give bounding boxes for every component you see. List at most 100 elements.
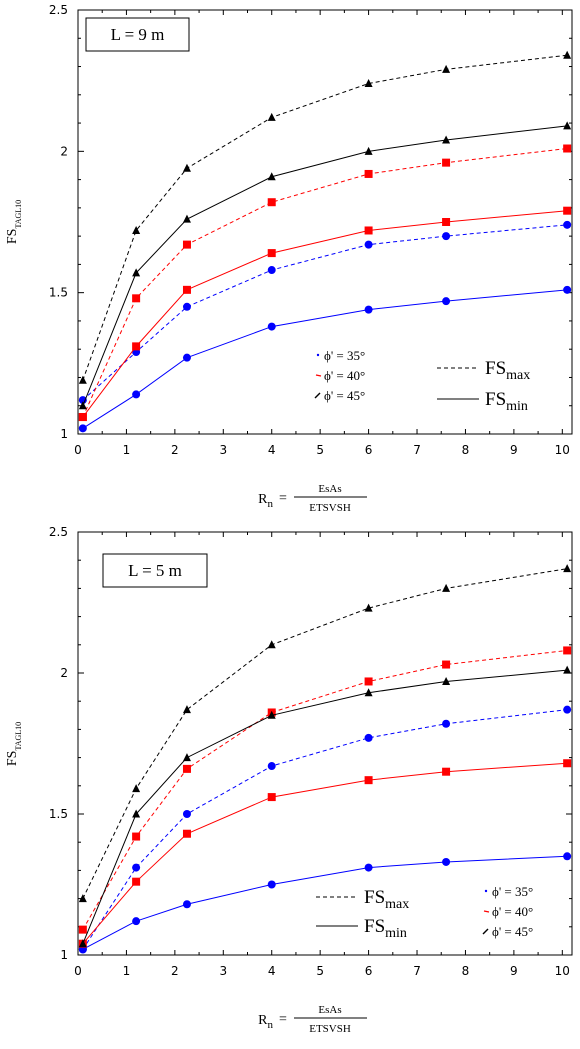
legend-line-main: FS — [364, 916, 385, 937]
y-tick-label: 1.5 — [49, 807, 68, 821]
data-point-phi45-max — [563, 50, 572, 59]
data-point-phi35-max — [267, 266, 276, 275]
data-point-phi35-max — [267, 762, 276, 771]
x-tick-label: 7 — [413, 443, 421, 457]
x-axis-label-numerator: EsAs — [318, 1004, 341, 1016]
data-point-phi40-max — [364, 169, 373, 178]
data-point-phi45-max — [364, 603, 373, 612]
x-tick-label: 7 — [413, 964, 421, 978]
legend-line-label: FSmax — [485, 358, 530, 383]
legend-marker-label: ϕ' = 45° — [492, 924, 533, 939]
y-axis-label: FSTAGL10 — [5, 200, 23, 244]
data-point-phi35-max — [182, 302, 191, 311]
data-point-phi40-min — [182, 285, 191, 294]
x-tick-label: 6 — [365, 964, 373, 978]
x-tick-label: 5 — [316, 443, 324, 457]
legend-line-label: FSmin — [485, 389, 528, 414]
data-point-phi40-max — [563, 646, 572, 655]
x-axis-label: Rn — [258, 1013, 273, 1031]
x-tick-label: 1 — [123, 964, 131, 978]
data-point-phi40-min — [364, 776, 373, 785]
legend-marker-dash — [483, 910, 490, 913]
legend-line-sub: max — [506, 368, 530, 383]
data-point-phi40-max — [267, 198, 276, 207]
data-point-phi45-max — [442, 583, 451, 592]
data-point-phi40-max — [132, 832, 141, 841]
legend-marker-label: ϕ' = 35° — [324, 348, 365, 363]
legend-marker-label: ϕ' = 45° — [324, 388, 365, 403]
data-point-phi40-min — [442, 218, 451, 226]
data-point-phi40-max — [442, 660, 451, 669]
data-point-phi45-max — [78, 375, 87, 384]
y-tick-label: 1 — [60, 948, 68, 962]
y-tick-label: 2.5 — [49, 3, 68, 17]
data-point-phi45-min — [78, 401, 87, 410]
x-axis-label-denominator: ETSVSH — [309, 1023, 351, 1035]
data-point-phi40-min — [132, 877, 141, 886]
legend-marker-slash — [482, 928, 489, 935]
data-point-phi45-min — [442, 676, 451, 685]
y-axis-label: FSTAGL10 — [5, 722, 23, 766]
data-point-phi45-min — [78, 939, 87, 948]
data-point-phi45-max — [132, 784, 141, 793]
data-point-phi40-max — [364, 677, 373, 686]
data-point-phi45-max — [267, 640, 276, 649]
data-point-phi35-min — [267, 322, 276, 331]
data-point-phi40-min — [132, 342, 141, 351]
data-point-phi40-max — [442, 158, 451, 167]
data-point-phi45-min — [132, 809, 141, 818]
plot-frame — [77, 9, 573, 435]
data-point-phi40-max — [182, 764, 191, 773]
data-point-phi40-min — [182, 829, 191, 838]
series-line-phi40-min — [82, 210, 568, 418]
data-point-phi45-min — [563, 121, 572, 130]
legend-line-sub: min — [506, 399, 528, 414]
x-tick-label: 5 — [316, 964, 324, 978]
series-line-phi45-min — [82, 669, 568, 944]
data-point-phi40-max — [132, 294, 141, 303]
data-point-phi45-min — [182, 753, 191, 762]
data-point-phi40-max — [563, 144, 572, 153]
legend-line-sub: max — [385, 897, 409, 912]
data-point-phi45-min — [267, 710, 276, 719]
y-tick-label: 2 — [60, 144, 68, 158]
data-point-phi35-max — [442, 719, 451, 728]
legend-marker-label: ϕ' = 40° — [492, 904, 533, 919]
data-point-phi35-min — [132, 390, 141, 399]
legend-line-main: FS — [485, 389, 506, 410]
data-point-phi40-min — [563, 206, 572, 215]
data-point-phi35-min — [364, 305, 373, 314]
x-tick-label: 10 — [555, 964, 570, 978]
data-point-phi40-min — [267, 793, 276, 802]
x-axis-label-main: R — [258, 492, 268, 507]
x-axis-label-denominator: ETSVSH — [309, 502, 351, 514]
panel-label-box — [85, 17, 190, 52]
x-tick-label: 10 — [555, 443, 570, 457]
data-point-phi45-min — [182, 214, 191, 223]
y-axis-label-main: FS — [5, 751, 20, 767]
data-point-phi40-min — [364, 226, 373, 235]
data-point-phi40-max — [78, 925, 87, 934]
data-point-phi45-max — [267, 112, 276, 121]
legend-line-label: FSmax — [364, 887, 409, 912]
data-point-phi45-min — [132, 268, 141, 277]
x-tick-label: 9 — [510, 964, 518, 978]
panel-label-box — [102, 553, 208, 588]
x-axis-label: Rn — [258, 492, 273, 510]
panel-label: L = 5 m — [128, 561, 182, 580]
data-point-phi45-min — [364, 146, 373, 155]
data-point-phi45-min — [267, 172, 276, 181]
x-tick-label: 4 — [268, 443, 276, 457]
x-axis-label-main: R — [258, 1013, 268, 1028]
x-tick-label: 0 — [74, 443, 82, 457]
data-point-phi45-max — [132, 225, 141, 234]
data-point-phi35-min — [132, 917, 141, 926]
x-tick-label: 3 — [219, 443, 227, 457]
data-point-phi45-max — [442, 64, 451, 73]
data-point-phi45-min — [442, 135, 451, 144]
legend-marker-dash — [315, 374, 322, 377]
legend-marker-dot — [316, 353, 320, 357]
series-line-phi45-max — [82, 568, 568, 899]
